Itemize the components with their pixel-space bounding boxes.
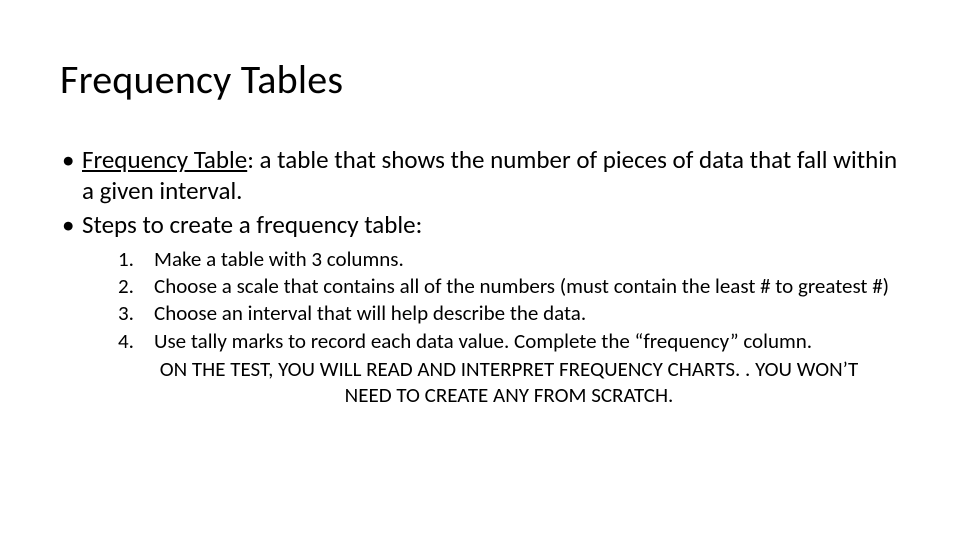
steps-intro-text: Steps to create a frequency table: <box>82 209 422 240</box>
slide: Frequency Tables Frequency Table: a tabl… <box>0 0 960 540</box>
bullet-steps-intro: Steps to create a frequency table: <box>60 209 900 240</box>
slide-title: Frequency Tables <box>60 55 900 104</box>
step-3-text: Choose an interval that will help descri… <box>154 300 586 326</box>
step-4: Use tally marks to record each data valu… <box>118 328 900 354</box>
step-2-text: Choose a scale that contains all of the … <box>154 273 889 299</box>
test-note: ON THE TEST, YOU WILL READ AND INTERPRET… <box>118 356 900 409</box>
steps-list: Make a table with 3 columns. Choose a sc… <box>118 246 900 354</box>
bullet-list: Frequency Table: a table that shows the … <box>60 144 900 240</box>
step-4-text: Use tally marks to record each data valu… <box>154 328 812 354</box>
step-3: Choose an interval that will help descri… <box>118 300 900 326</box>
definition-term: Frequency Table <box>82 144 247 175</box>
step-1-text: Make a table with 3 columns. <box>154 246 404 272</box>
bullet-definition: Frequency Table: a table that shows the … <box>60 144 900 207</box>
step-2: Choose a scale that contains all of the … <box>118 273 900 299</box>
step-1: Make a table with 3 columns. <box>118 246 900 272</box>
